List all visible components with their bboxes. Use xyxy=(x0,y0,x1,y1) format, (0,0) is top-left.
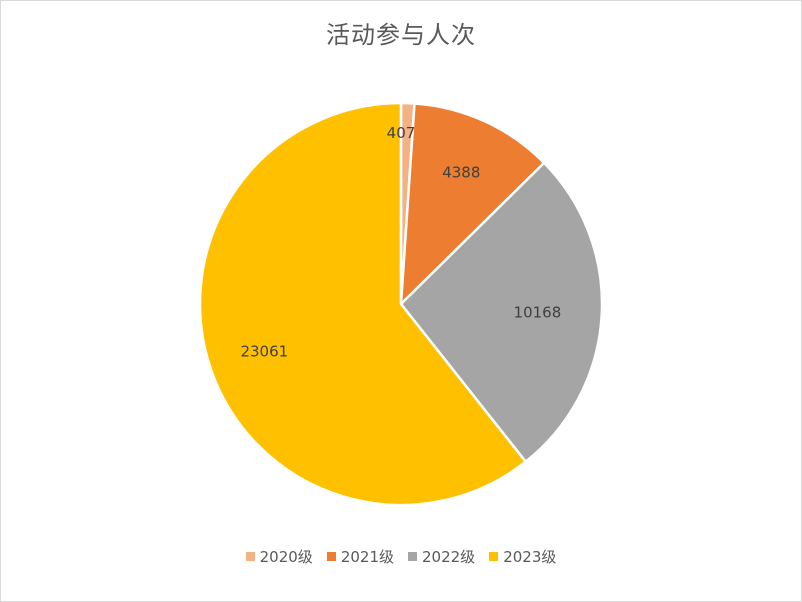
legend-item-2: 2022级 xyxy=(408,546,475,567)
pie-slice-2 xyxy=(399,161,604,463)
pie-slices xyxy=(198,101,604,507)
legend-item-1: 2021级 xyxy=(326,546,394,567)
legend-label-1: 2021级 xyxy=(340,548,394,566)
data-label-3: 23061 xyxy=(240,343,288,361)
pie-slice-3 xyxy=(198,101,527,507)
chart-title: 活动参与人次 xyxy=(326,21,476,49)
pie-slice-1 xyxy=(399,102,546,306)
legend-swatch-0 xyxy=(245,552,255,561)
legend-swatch-1 xyxy=(326,552,336,561)
legend-label-3: 2023级 xyxy=(503,548,557,566)
chart-legend: 2020级 2021级 2022级 2023级 xyxy=(1,546,801,567)
data-label-0: 407 xyxy=(387,124,416,142)
data-label-2: 10168 xyxy=(514,303,562,321)
legend-swatch-3 xyxy=(489,552,499,561)
pie-data-labels: 407 4388 10168 23061 xyxy=(240,124,561,360)
legend-label-0: 2020级 xyxy=(259,548,313,566)
legend-swatch-2 xyxy=(408,552,417,561)
legend-item-3: 2023级 xyxy=(489,546,556,567)
legend-item-0: 2020级 xyxy=(245,546,313,567)
data-label-1: 4388 xyxy=(442,163,480,181)
legend-label-2: 2022级 xyxy=(422,548,476,566)
